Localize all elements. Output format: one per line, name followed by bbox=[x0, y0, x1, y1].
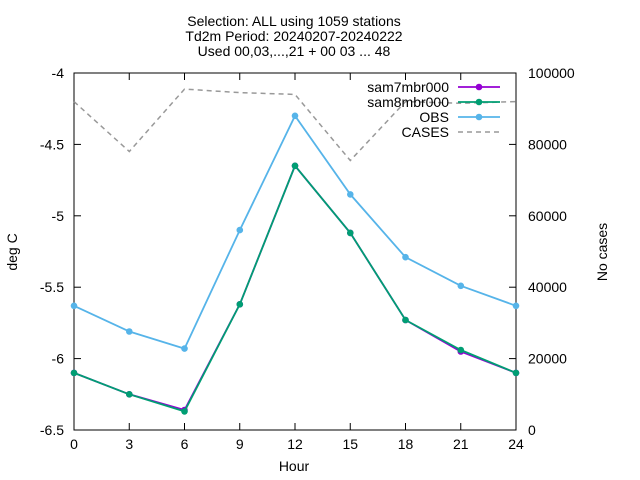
x-axis-label: Hour bbox=[279, 458, 310, 474]
y-tick-label: -6.5 bbox=[40, 422, 64, 438]
legend-label-sam8mbr000: sam8mbr000 bbox=[367, 94, 449, 110]
x-tick-label: 3 bbox=[125, 436, 133, 452]
series-line-cases bbox=[73, 88, 517, 162]
data-point-obs bbox=[402, 253, 409, 261]
legend-label-sam7mbr000: sam7mbr000 bbox=[367, 79, 449, 95]
legend-label-obs: OBS bbox=[419, 109, 449, 125]
y-axis-left: -4 -4.5 -5 -5.5 -6 -6.5 bbox=[40, 65, 81, 438]
y2-tick-label: 60000 bbox=[528, 208, 567, 224]
y2-axis-label: No cases bbox=[594, 223, 610, 281]
data-point-sam8mbr000 bbox=[70, 369, 78, 377]
x-tick-label: 15 bbox=[342, 436, 358, 452]
data-point-obs bbox=[126, 328, 133, 335]
x-tick-label: 21 bbox=[453, 436, 469, 452]
series-line-sam7mbr000 bbox=[73, 164, 517, 412]
x-axis: 0 3 6 9 12 15 18 21 24 bbox=[70, 73, 524, 452]
legend-marker-sam8mbr000 bbox=[475, 98, 483, 106]
chart-title-line: Td2m Period: 20240207-20240222 bbox=[185, 28, 402, 44]
data-point-sam8mbr000 bbox=[236, 301, 244, 308]
chart-title-line: Selection: ALL using 1059 stations bbox=[187, 13, 401, 29]
data-point-obs bbox=[457, 282, 465, 290]
plot-border bbox=[73, 72, 517, 431]
y-tick-label: -6 bbox=[52, 351, 65, 367]
x-tick-label: 12 bbox=[287, 436, 303, 452]
x-tick-label: 6 bbox=[181, 436, 189, 452]
data-point-obs bbox=[181, 345, 188, 352]
data-point-sam8mbr000 bbox=[457, 346, 465, 354]
y-axis-label: deg C bbox=[4, 233, 20, 270]
y2-tick-label: 80000 bbox=[528, 136, 567, 152]
y-tick-label: -5 bbox=[52, 208, 65, 224]
x-tick-label: 18 bbox=[398, 436, 414, 452]
data-point-obs bbox=[70, 302, 78, 310]
series-line-obs bbox=[73, 114, 517, 350]
series-line-sam8mbr000 bbox=[73, 164, 517, 413]
chart-title-line: Used 00,03,...,21 + 00 03 ... 48 bbox=[198, 43, 391, 59]
y-tick-label: -4.5 bbox=[40, 136, 64, 152]
y2-tick-label: 100000 bbox=[528, 65, 575, 81]
data-point-sam8mbr000 bbox=[126, 391, 133, 398]
data-point-sam8mbr000 bbox=[512, 369, 520, 377]
y2-tick-label: 0 bbox=[528, 422, 536, 438]
legend-marker-sam7mbr000 bbox=[475, 83, 483, 91]
legend-label-cases: CASES bbox=[402, 124, 449, 140]
x-tick-label: 0 bbox=[70, 436, 78, 452]
data-point-obs bbox=[347, 191, 354, 198]
x-tick-label: 24 bbox=[508, 436, 524, 452]
data-point-sam8mbr000 bbox=[291, 162, 299, 170]
y2-tick-label: 20000 bbox=[528, 351, 567, 367]
legend-marker-obs bbox=[475, 113, 483, 121]
data-point-obs bbox=[291, 112, 299, 120]
data-point-sam8mbr000 bbox=[181, 408, 188, 415]
y-tick-label: -4 bbox=[52, 65, 65, 81]
y-axis-right: 100000 80000 60000 40000 20000 0 bbox=[509, 65, 575, 438]
data-point-obs bbox=[236, 226, 244, 234]
y-tick-label: -5.5 bbox=[40, 279, 64, 295]
y2-tick-label: 40000 bbox=[528, 279, 567, 295]
data-point-sam8mbr000 bbox=[402, 316, 409, 324]
data-point-obs bbox=[512, 302, 520, 310]
x-tick-label: 9 bbox=[236, 436, 244, 452]
plot-frame bbox=[73, 72, 517, 431]
data-point-sam8mbr000 bbox=[347, 229, 354, 237]
series-group bbox=[70, 88, 520, 415]
chart-title: Selection: ALL using 1059 stations Td2m … bbox=[185, 13, 402, 59]
